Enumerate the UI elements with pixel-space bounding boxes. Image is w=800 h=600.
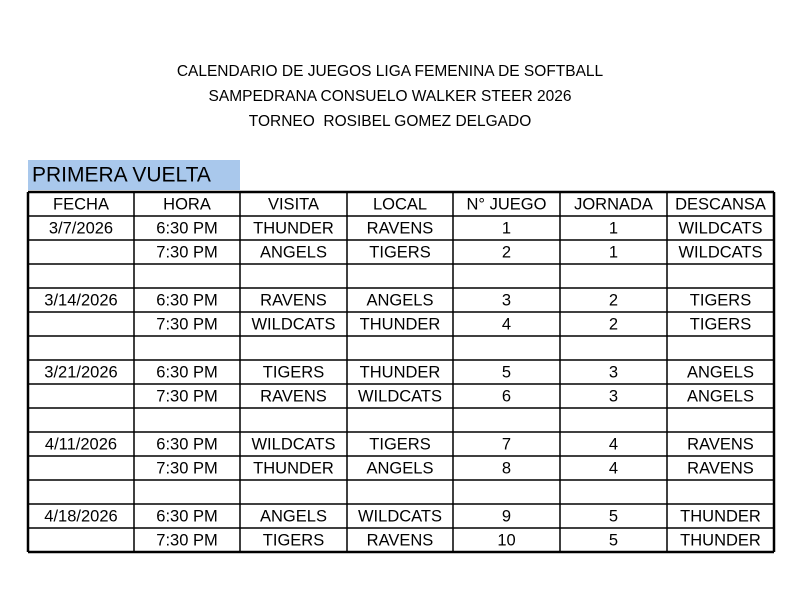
cell: 5 [609, 507, 618, 525]
cell: 1 [609, 243, 618, 261]
cell: TIGERS [690, 291, 751, 309]
cell: 10 [497, 531, 515, 549]
cell: 6:30 PM [156, 291, 217, 309]
cell: 7:30 PM [156, 459, 217, 477]
date-cell: 3/7/2026 [49, 219, 113, 237]
cell: 2 [609, 315, 618, 333]
cell: TIGERS [369, 435, 430, 453]
cell: 1 [609, 219, 618, 237]
cell: 3 [502, 291, 511, 309]
cell: TIGERS [369, 243, 430, 261]
date-cell: 4/11/2026 [45, 435, 117, 453]
cell: 1 [502, 219, 511, 237]
cell: ANGELS [367, 291, 434, 309]
date-cell: 3/14/2026 [44, 291, 117, 309]
cell: 2 [502, 243, 511, 261]
cell: TIGERS [263, 531, 324, 549]
cell: WILDCATS [251, 315, 335, 333]
cell: RAVENS [687, 435, 754, 453]
cell: 6:30 PM [156, 435, 217, 453]
cell: 9 [502, 507, 511, 525]
cell: THUNDER [680, 531, 761, 549]
cell: 3 [609, 387, 618, 405]
cell: RAVENS [367, 531, 434, 549]
cell: 6 [502, 387, 511, 405]
date-cell: 3/21/2026 [44, 363, 117, 381]
title-line: TORNEO ROSIBEL GOMEZ DELGADO [249, 113, 532, 130]
cell: 5 [609, 531, 618, 549]
cell: ANGELS [687, 363, 754, 381]
cell: 4 [502, 315, 511, 333]
cell: WILDCATS [251, 435, 335, 453]
column-header: DESCANSA [675, 195, 766, 213]
cell: RAVENS [687, 459, 754, 477]
cell: ANGELS [260, 507, 327, 525]
cell: 7 [502, 435, 511, 453]
cell: RAVENS [260, 387, 327, 405]
cell: ANGELS [260, 243, 327, 261]
cell: ANGELS [687, 387, 754, 405]
section-label: PRIMERA VUELTA [32, 164, 211, 187]
column-header: FECHA [53, 195, 109, 213]
cell: 8 [502, 459, 511, 477]
cell: 7:30 PM [156, 387, 217, 405]
cell: THUNDER [680, 507, 761, 525]
cell: WILDCATS [358, 387, 442, 405]
title-line: SAMPEDRANA CONSUELO WALKER STEER 2026 [209, 88, 572, 105]
column-header: JORNADA [574, 195, 653, 213]
cell: WILDCATS [678, 219, 762, 237]
cell: WILDCATS [678, 243, 762, 261]
cell: 2 [609, 291, 618, 309]
column-header: N° JUEGO [467, 195, 547, 213]
cell: 4 [609, 435, 618, 453]
cell: THUNDER [253, 459, 334, 477]
column-header: VISITA [268, 195, 319, 213]
column-header: LOCAL [373, 195, 427, 213]
cell: 7:30 PM [156, 315, 217, 333]
cell: 6:30 PM [156, 507, 217, 525]
title-line: CALENDARIO DE JUEGOS LIGA FEMENINA DE SO… [177, 63, 604, 80]
cell: THUNDER [253, 219, 334, 237]
date-cell: 4/18/2026 [44, 507, 117, 525]
cell: 7:30 PM [156, 531, 217, 549]
cell: RAVENS [367, 219, 434, 237]
cell: TIGERS [263, 363, 324, 381]
cell: THUNDER [360, 363, 441, 381]
cell: ANGELS [367, 459, 434, 477]
cell: 4 [609, 459, 618, 477]
cell: TIGERS [690, 315, 751, 333]
cell: RAVENS [260, 291, 327, 309]
cell: 7:30 PM [156, 243, 217, 261]
cell: WILDCATS [358, 507, 442, 525]
cell: 5 [502, 363, 511, 381]
cell: 6:30 PM [156, 219, 217, 237]
section-bg [28, 160, 240, 190]
cell: 6:30 PM [156, 363, 217, 381]
cell: 3 [609, 363, 618, 381]
column-header: HORA [163, 195, 211, 213]
cell: THUNDER [360, 315, 441, 333]
